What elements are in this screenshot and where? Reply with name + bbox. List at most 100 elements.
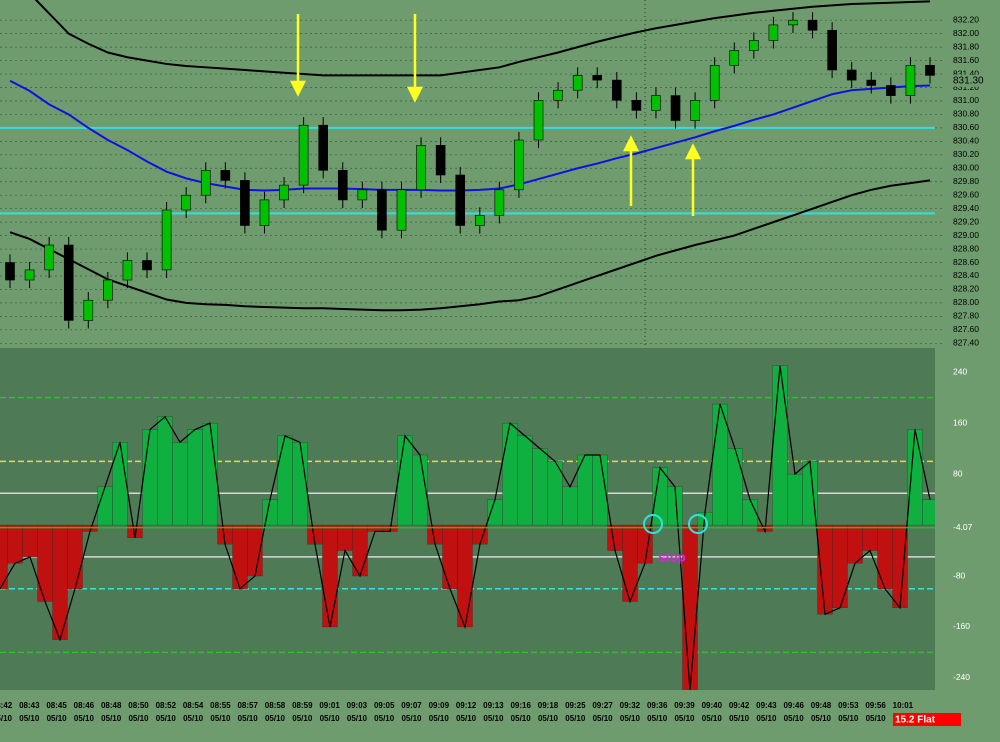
candle-body <box>181 194 191 211</box>
x-tick-label: 09:40 <box>702 701 723 710</box>
last-price-box <box>946 74 1000 87</box>
candle-body <box>827 29 837 71</box>
y-tick-label: 832.20 <box>953 14 979 24</box>
indicator-line <box>34 0 931 77</box>
x-date-label: 05/10 <box>183 714 204 723</box>
candle-body <box>749 40 759 51</box>
x-tick-label: 10:01 <box>893 701 914 710</box>
y-tick-label: -160 <box>953 621 970 631</box>
x-date-label: 05/10 <box>538 714 559 723</box>
x-tick-label: 08:59 <box>292 701 313 710</box>
x-date-label: 05/10 <box>47 714 68 723</box>
candle-body <box>5 262 15 281</box>
histogram-outline <box>0 365 931 690</box>
candle-body <box>494 189 505 216</box>
x-date-label: 05/10 <box>0 714 13 723</box>
histogram-bar <box>187 429 203 526</box>
candle-body <box>905 64 916 96</box>
y-tick-label: 831.80 <box>953 41 979 51</box>
histogram-bar <box>562 486 578 526</box>
marker-circle <box>688 514 708 534</box>
candle-body <box>670 95 681 121</box>
y-tick-label: 160 <box>953 417 967 427</box>
y-tick-label: 828.00 <box>953 297 979 307</box>
y-tick-label: 829.60 <box>953 189 979 199</box>
histogram-bar <box>292 442 308 526</box>
histogram-bar <box>532 448 548 526</box>
candle-body <box>474 215 485 226</box>
candle-body <box>846 69 857 81</box>
histogram-bar <box>157 416 173 526</box>
y-tick-label: 828.80 <box>953 243 979 253</box>
histogram-bar <box>442 524 458 589</box>
candle-body <box>161 209 172 271</box>
candle-body <box>690 99 700 121</box>
histogram-bar <box>877 524 893 589</box>
y-tick-label: -80 <box>953 570 966 580</box>
y-tick-label: 830.80 <box>953 109 979 119</box>
candle-body <box>631 99 642 111</box>
y-tick-label: 828.20 <box>953 284 979 294</box>
y-tick-label: 827.40 <box>953 338 979 348</box>
x-date-label: 05/10 <box>292 714 313 723</box>
histogram-bar <box>847 524 863 564</box>
histogram-bar <box>517 435 533 526</box>
histogram-bar <box>7 524 23 564</box>
x-date-label: 05/10 <box>620 714 641 723</box>
candle-body <box>357 189 368 201</box>
candle-body <box>240 180 250 226</box>
y-tick-label: 240 <box>953 366 967 376</box>
x-tick-label: 09:27 <box>592 701 613 710</box>
y-tick-label: 832.00 <box>953 28 979 38</box>
x-tick-label: 09:56 <box>865 701 886 710</box>
x-tick-label: 09:53 <box>838 701 859 710</box>
histogram-bar <box>412 454 428 526</box>
y-tick-label: 830.40 <box>953 136 979 146</box>
candle-body <box>122 260 133 281</box>
x-date-label: 05/10 <box>347 714 368 723</box>
histogram-bar <box>112 442 128 526</box>
indicator-plot <box>0 365 935 690</box>
y-tick-label: 828.60 <box>953 257 979 267</box>
x-tick-label: 08:45 <box>46 701 67 710</box>
axes: 827.40 827.60 827.80 828.00 828.20 828.40 828.… <box>0 14 1000 723</box>
x-date-label: 05/10 <box>210 714 231 723</box>
arrows <box>289 14 702 216</box>
y-tick-label: 830.20 <box>953 149 979 159</box>
candle-body <box>768 24 779 41</box>
x-date-label: 05/10 <box>238 714 259 723</box>
histogram-bar <box>892 524 908 608</box>
histogram-bar <box>502 423 518 526</box>
histogram-bar <box>772 365 788 526</box>
histogram-bar <box>457 524 473 628</box>
candle-body <box>709 64 720 101</box>
x-tick-label: 08:46 <box>74 701 95 710</box>
x-date-label: 05/10 <box>128 714 149 723</box>
candle-body <box>435 145 446 176</box>
x-tick-label: 08:48 <box>101 701 122 710</box>
indicator-line <box>9 79 931 192</box>
histogram-bar <box>232 524 248 589</box>
histogram-bar <box>142 429 158 526</box>
candle-body <box>44 244 54 271</box>
x-tick-label: 09:16 <box>510 701 531 710</box>
histogram-bar <box>487 499 503 526</box>
x-date-label: 05/10 <box>429 714 450 723</box>
histogram-bar <box>727 448 743 526</box>
candle-body <box>612 79 622 101</box>
x-date-label: 05/10 <box>456 714 477 723</box>
histogram-bar <box>622 524 638 602</box>
x-date-label: 05/10 <box>702 714 723 723</box>
x-date-label: 05/10 <box>101 714 122 723</box>
x-date-label: 05/10 <box>811 714 832 723</box>
histogram-bar <box>277 435 293 526</box>
x-tick-label: 09:03 <box>347 701 368 710</box>
y-tick-label: -240 <box>953 672 970 682</box>
histogram-bar <box>922 499 935 526</box>
x-tick-label: 09:13 <box>483 701 504 710</box>
candle-body <box>788 19 798 26</box>
y-tick-label: 831.40 <box>953 68 979 78</box>
indicator-line <box>9 179 931 312</box>
candle-body <box>651 95 661 111</box>
status: 15.2 Flat <box>895 715 936 726</box>
